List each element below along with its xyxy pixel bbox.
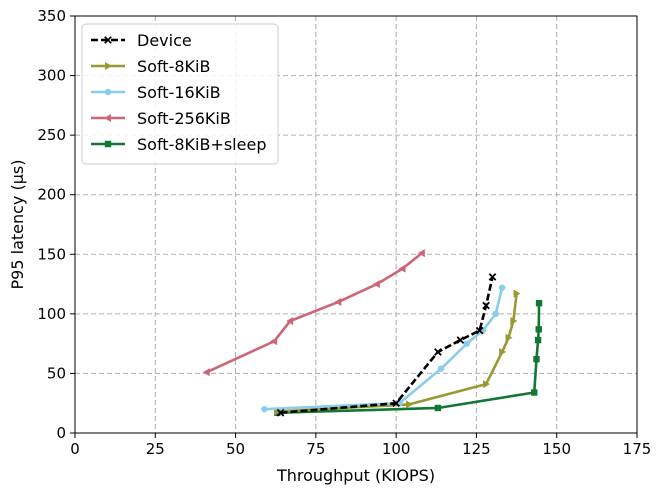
series-soft-8kib-sleep [274, 299, 543, 416]
legend-item: Device [91, 31, 192, 50]
data-point [463, 340, 470, 347]
y-tick-label: 350 [37, 7, 66, 25]
series-layer [202, 249, 543, 417]
y-tick-label: 100 [37, 305, 66, 323]
x-tick-label: 125 [462, 440, 491, 458]
x-tick-label: 0 [70, 440, 80, 458]
data-point [483, 380, 491, 389]
x-tick-label: 25 [146, 440, 165, 458]
data-point [437, 365, 445, 372]
data-point [434, 404, 442, 412]
data-point [398, 264, 406, 273]
legend-box [81, 23, 279, 165]
legend-marker [105, 62, 112, 70]
data-point [482, 301, 490, 310]
axes: 0 25 50 75 100 125 150 175 0 50 100 150 200 250 300 350 [37, 7, 651, 458]
data-point [334, 297, 342, 306]
series-soft-16kib [261, 284, 506, 413]
y-tick-label: 0 [56, 424, 66, 442]
data-point [535, 326, 542, 333]
legend-item: Soft-16KiB [91, 83, 221, 102]
series-line [206, 252, 423, 374]
data-point [498, 284, 506, 291]
legend-label: Soft-256KiB [137, 109, 231, 128]
legend-marker [104, 88, 112, 96]
data-point [535, 299, 543, 307]
series-line [280, 276, 494, 415]
data-point [492, 310, 499, 318]
x-tick-label: 175 [623, 440, 652, 458]
legend-label: Device [137, 31, 192, 50]
legend: Device Soft-8KiB Soft-16KiB Soft-256KiB Soft… [81, 23, 279, 165]
x-tick-label: 100 [382, 440, 411, 458]
x-tick-label: 75 [306, 440, 325, 458]
data-point [488, 273, 497, 281]
data-point [434, 348, 442, 356]
legend-label: Soft-16KiB [137, 83, 221, 102]
data-point [202, 368, 210, 377]
legend-item: Soft-8KiB [91, 57, 210, 76]
y-axis-label: P95 latency (µs) [8, 160, 27, 290]
legend-label: Soft-8KiB+sleep [137, 135, 266, 154]
y-tick-label: 50 [47, 364, 66, 382]
y-tick-label: 250 [37, 126, 66, 144]
series-soft-256kib [202, 249, 425, 377]
legend-item: Soft-256KiB [91, 109, 231, 128]
data-point [270, 337, 278, 346]
data-point [392, 399, 400, 408]
x-tick-label: 50 [226, 440, 245, 458]
legend-marker [104, 114, 111, 122]
data-point [456, 336, 465, 344]
data-point [505, 333, 513, 342]
y-tick-label: 200 [37, 186, 66, 204]
y-tick-label: 300 [37, 67, 66, 85]
plot-frame [74, 15, 638, 434]
series-line [264, 287, 504, 411]
data-point [276, 408, 285, 417]
legend-label: Soft-8KiB [137, 57, 210, 76]
data-point [475, 326, 484, 335]
y-tick-label: 150 [37, 245, 66, 263]
series-device [276, 273, 497, 417]
data-point [513, 289, 521, 298]
data-point [417, 249, 425, 258]
x-axis-label: Throughput (KIOPS) [276, 466, 435, 485]
data-point [372, 280, 380, 289]
legend-marker [104, 140, 112, 148]
legend-item: Soft-8KiB+sleep [91, 135, 266, 154]
data-point [534, 336, 542, 344]
legend-marker [104, 36, 112, 44]
data-point [510, 317, 518, 326]
data-point [499, 347, 507, 356]
data-point [261, 405, 268, 413]
data-point [286, 317, 294, 326]
data-point [533, 355, 540, 363]
data-point [531, 389, 538, 396]
data-point [405, 400, 413, 409]
x-tick-label: 150 [542, 440, 571, 458]
